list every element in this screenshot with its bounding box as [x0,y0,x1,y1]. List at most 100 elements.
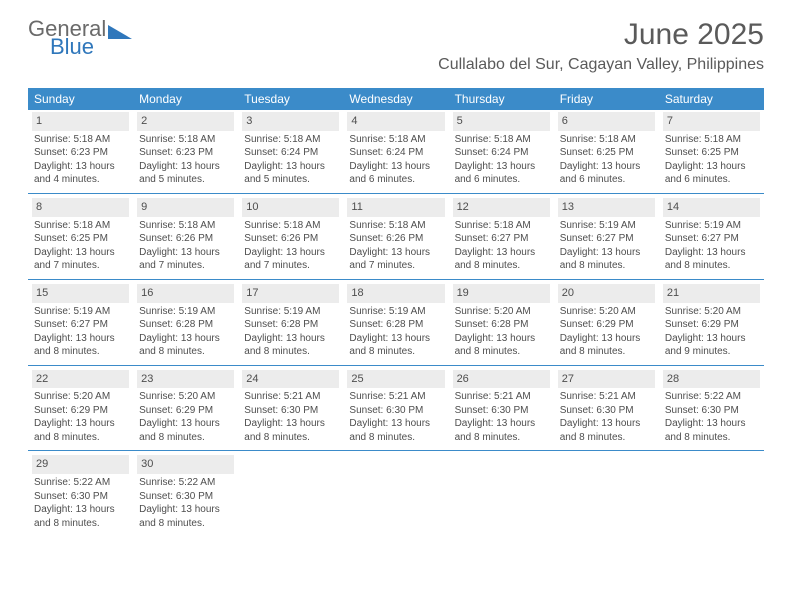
sunset-line: Sunset: 6:30 PM [455,404,548,418]
day-cell: 9Sunrise: 5:18 AMSunset: 6:26 PMDaylight… [133,196,238,273]
sunset-line: Sunset: 6:29 PM [34,404,127,418]
sunrise-line: Sunrise: 5:20 AM [34,390,127,404]
day-number: 6 [558,112,655,131]
daylight-line: Daylight: 13 hours and 8 minutes. [244,417,337,444]
day-info: Sunrise: 5:19 AMSunset: 6:28 PMDaylight:… [242,305,339,359]
day-number: 5 [453,112,550,131]
weekday-wednesday: Wednesday [343,88,448,110]
weekday-monday: Monday [133,88,238,110]
day-cell: 14Sunrise: 5:19 AMSunset: 6:27 PMDayligh… [659,196,764,273]
sunrise-line: Sunrise: 5:20 AM [665,305,758,319]
day-number: 13 [558,198,655,217]
day-number: 29 [32,455,129,474]
daylight-line: Daylight: 13 hours and 6 minutes. [455,160,548,187]
day-info: Sunrise: 5:18 AMSunset: 6:26 PMDaylight:… [242,219,339,273]
day-number: 22 [32,370,129,389]
day-info: Sunrise: 5:21 AMSunset: 6:30 PMDaylight:… [558,390,655,444]
daylight-line: Daylight: 13 hours and 6 minutes. [349,160,442,187]
sunrise-line: Sunrise: 5:18 AM [139,219,232,233]
day-cell: 21Sunrise: 5:20 AMSunset: 6:29 PMDayligh… [659,282,764,359]
sunrise-line: Sunrise: 5:19 AM [349,305,442,319]
day-cell: 2Sunrise: 5:18 AMSunset: 6:23 PMDaylight… [133,110,238,187]
sunset-line: Sunset: 6:28 PM [244,318,337,332]
day-info: Sunrise: 5:18 AMSunset: 6:24 PMDaylight:… [453,133,550,187]
daylight-line: Daylight: 13 hours and 8 minutes. [455,332,548,359]
day-info: Sunrise: 5:18 AMSunset: 6:23 PMDaylight:… [137,133,234,187]
day-cell: 25Sunrise: 5:21 AMSunset: 6:30 PMDayligh… [343,368,448,445]
sunrise-line: Sunrise: 5:18 AM [34,133,127,147]
sunset-line: Sunset: 6:27 PM [34,318,127,332]
sunrise-line: Sunrise: 5:21 AM [349,390,442,404]
week-row: 8Sunrise: 5:18 AMSunset: 6:25 PMDaylight… [28,196,764,280]
day-number: 26 [453,370,550,389]
day-cell: 15Sunrise: 5:19 AMSunset: 6:27 PMDayligh… [28,282,133,359]
day-cell: 7Sunrise: 5:18 AMSunset: 6:25 PMDaylight… [659,110,764,187]
daylight-line: Daylight: 13 hours and 9 minutes. [665,332,758,359]
day-number: 20 [558,284,655,303]
sunrise-line: Sunrise: 5:18 AM [244,219,337,233]
day-number: 19 [453,284,550,303]
sunrise-line: Sunrise: 5:18 AM [560,133,653,147]
day-cell: 30Sunrise: 5:22 AMSunset: 6:30 PMDayligh… [133,453,238,530]
daylight-line: Daylight: 13 hours and 8 minutes. [34,332,127,359]
day-info: Sunrise: 5:21 AMSunset: 6:30 PMDaylight:… [453,390,550,444]
week-row: 29 Sunrise: 5:22 AMSunset: 6:30 PMDayligh… [28,453,764,536]
daylight-line: Daylight: 13 hours and 6 minutes. [665,160,758,187]
sunset-line: Sunset: 6:30 PM [665,404,758,418]
logo: General Blue [28,18,132,58]
day-cell: 6Sunrise: 5:18 AMSunset: 6:25 PMDaylight… [554,110,659,187]
sunset-line: Sunset: 6:24 PM [349,146,442,160]
sunset-line: Sunset: 6:24 PM [455,146,548,160]
sunset-line: Sunset: 6:23 PM [139,146,232,160]
day-info: Sunrise: 5:18 AMSunset: 6:25 PMDaylight:… [32,219,129,273]
day-info: Sunrise: 5:20 AMSunset: 6:29 PMDaylight:… [32,390,129,444]
sunset-line: Sunset: 6:28 PM [139,318,232,332]
sunrise-line: Sunrise: 5:19 AM [34,305,127,319]
sunrise-line: Sunrise: 5:18 AM [349,133,442,147]
daylight-line: Daylight: 13 hours and 4 minutes. [34,160,127,187]
sunrise-line: Sunrise: 5:18 AM [139,133,232,147]
day-number: 18 [347,284,444,303]
sunset-line: Sunset: 6:27 PM [665,232,758,246]
logo-triangle-icon [108,21,132,44]
day-number: 27 [558,370,655,389]
sunrise-line: Sunrise: 5:18 AM [455,133,548,147]
sunrise-line: Sunrise: 5:20 AM [455,305,548,319]
daylight-line: Daylight: 13 hours and 8 minutes. [349,417,442,444]
daylight-line: Daylight: 13 hours and 8 minutes. [34,417,127,444]
sunset-line: Sunset: 6:29 PM [665,318,758,332]
day-info: Sunrise: 5:19 AMSunset: 6:27 PMDaylight:… [558,219,655,273]
daylight-line: Daylight: 13 hours and 5 minutes. [244,160,337,187]
sunset-line: Sunset: 6:26 PM [244,232,337,246]
day-cell: 1Sunrise: 5:18 AMSunset: 6:23 PMDaylight… [28,110,133,187]
sunrise-line: Sunrise: 5:22 AM [665,390,758,404]
daylight-line: Daylight: 13 hours and 8 minutes. [560,246,653,273]
sunrise-line: Sunrise: 5:19 AM [665,219,758,233]
day-cell [554,453,659,530]
day-cell: 22Sunrise: 5:20 AMSunset: 6:29 PMDayligh… [28,368,133,445]
sunrise-line: Sunrise: 5:18 AM [665,133,758,147]
day-info: Sunrise: 5:19 AMSunset: 6:28 PMDaylight:… [347,305,444,359]
daylight-line: Daylight: 13 hours and 8 minutes. [560,417,653,444]
weekday-sunday: Sunday [28,88,133,110]
day-info: Sunrise: 5:22 AMSunset: 6:30 PMDaylight:… [32,476,129,530]
sunset-line: Sunset: 6:28 PM [455,318,548,332]
day-cell: 16Sunrise: 5:19 AMSunset: 6:28 PMDayligh… [133,282,238,359]
sunrise-line: Sunrise: 5:22 AM [139,476,232,490]
day-info: Sunrise: 5:18 AMSunset: 6:24 PMDaylight:… [242,133,339,187]
daylight-line: Daylight: 13 hours and 8 minutes. [349,332,442,359]
daylight-line: Daylight: 13 hours and 8 minutes. [455,417,548,444]
day-cell: 29 Sunrise: 5:22 AMSunset: 6:30 PMDayligh… [28,453,133,530]
month-title: June 2025 [438,18,764,52]
day-cell: 11Sunrise: 5:18 AMSunset: 6:26 PMDayligh… [343,196,448,273]
sunset-line: Sunset: 6:27 PM [455,232,548,246]
sunrise-line: Sunrise: 5:20 AM [139,390,232,404]
day-number: 1 [32,112,129,131]
day-cell [343,453,448,530]
day-cell [238,453,343,530]
day-number: 4 [347,112,444,131]
daylight-line: Daylight: 13 hours and 7 minutes. [349,246,442,273]
day-cell: 4 Sunrise: 5:18 AMSunset: 6:24 PMDaylight… [343,110,448,187]
daylight-line: Daylight: 13 hours and 5 minutes. [139,160,232,187]
day-cell [449,453,554,530]
